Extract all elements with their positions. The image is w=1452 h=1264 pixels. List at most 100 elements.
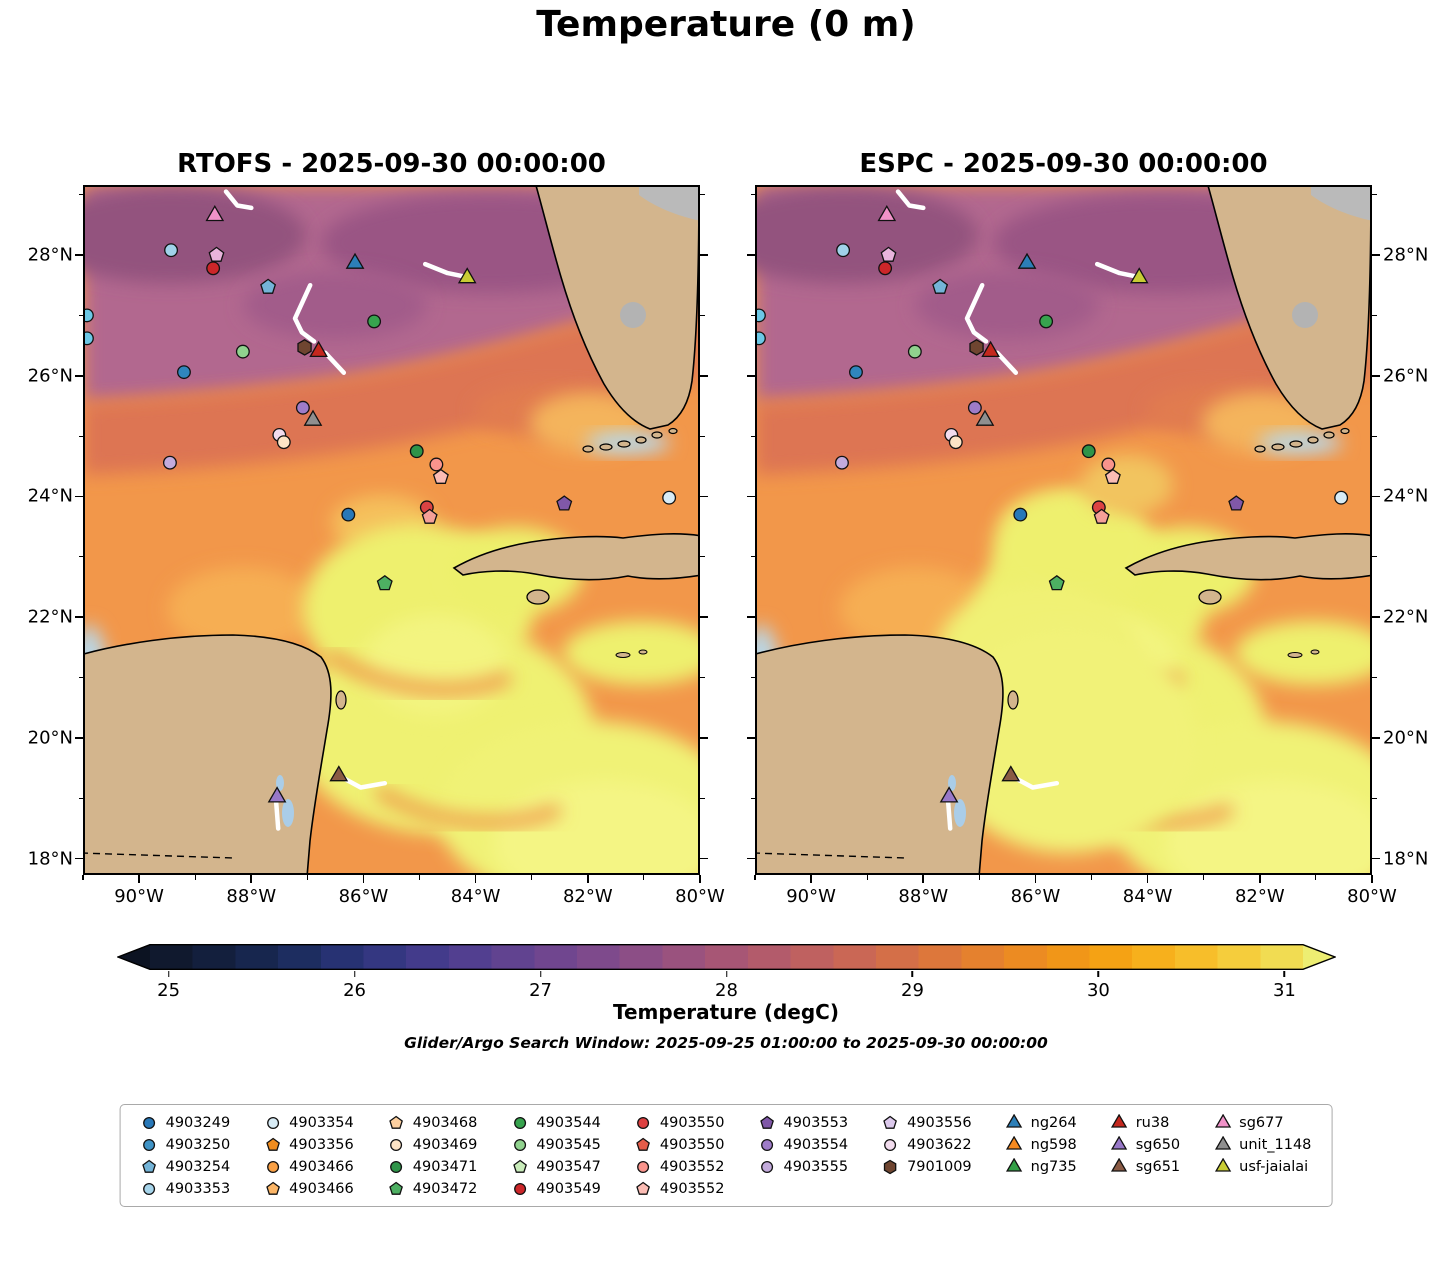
lat-tick-label: 20°N <box>1383 727 1429 749</box>
glider-track <box>945 797 953 831</box>
map-marker-4903556 <box>880 246 897 262</box>
axis-tick <box>1372 857 1380 860</box>
legend-label: unit_1148 <box>1239 1136 1312 1153</box>
lon-tick-label: 82°W <box>562 886 613 907</box>
map-svg-e <box>755 185 1372 875</box>
florida-keys-island <box>599 443 613 451</box>
florida-keys-island <box>1271 443 1285 451</box>
map-marker-unit_1148 <box>303 409 323 426</box>
legend-item-4903354: 4903354 <box>264 1113 354 1132</box>
isla-juventud <box>1198 589 1222 605</box>
glider-track <box>341 776 388 790</box>
map-marker-4903353 <box>836 243 851 258</box>
map-marker-4903354 <box>662 490 677 505</box>
axis-tick <box>78 556 83 558</box>
axis-tick <box>78 676 83 679</box>
map-marker-sg650 <box>267 786 287 803</box>
axis-tick <box>474 875 477 883</box>
map-marker-float <box>83 308 94 323</box>
axis-tick <box>1372 194 1377 196</box>
colorbar-over-arrow <box>1303 944 1336 970</box>
legend-label: 4903466 <box>289 1180 354 1197</box>
axis-tick <box>1259 875 1261 883</box>
axis-tick <box>1372 435 1377 437</box>
lat-tick-label: 22°N <box>27 606 73 628</box>
legend-item-ng598: ng598 <box>1006 1135 1077 1154</box>
colorbar-tick <box>911 971 914 977</box>
legend-marker-triangle-icon <box>1006 1114 1023 1128</box>
lat-tick-label: 18°N <box>27 848 73 870</box>
axis-tick <box>747 374 755 377</box>
lat-tick-label: 24°N <box>1383 485 1429 507</box>
map-marker-4903254 <box>260 278 277 294</box>
map-marker-4903552 <box>432 468 449 484</box>
florida-keys-island <box>1340 427 1350 435</box>
legend-marker-pentagon-icon <box>883 1115 898 1129</box>
panel-rtofs: RTOFS - 2025-09-30 00:00:00 90°W 88°W 86°W… <box>28 149 725 907</box>
glider-track <box>422 261 472 280</box>
axis-tick <box>747 857 755 860</box>
axis-tick <box>750 676 755 679</box>
axis-tick <box>747 495 755 498</box>
legend-column: 4903249 4903250 4903254 4903353 <box>141 1113 231 1198</box>
legend: 4903249 4903250 4903254 4903353 4903354 49033… <box>119 1104 1333 1207</box>
legend-item-4903472: 4903472 <box>388 1179 477 1198</box>
axis-tick <box>418 875 421 880</box>
axis-tick <box>75 374 83 377</box>
legend-label: sg650 <box>1135 1136 1181 1153</box>
map-marker-ng264 <box>1017 252 1037 269</box>
axis-tick <box>1372 797 1377 799</box>
axis-tick <box>75 616 83 619</box>
map-marker-4903554 <box>967 400 982 415</box>
lake-okeechobee <box>1292 302 1318 328</box>
legend-marker-circle-icon <box>143 1138 156 1152</box>
florida-keys-island <box>1289 440 1303 448</box>
legend-item-4903254: 4903254 <box>141 1157 230 1176</box>
map-border <box>755 185 1372 875</box>
legend-label: 4903553 <box>783 1114 849 1131</box>
legend-item-ng735: ng735 <box>1006 1157 1077 1176</box>
legend-item-sg650: sg650 <box>1111 1135 1180 1154</box>
map-svg-r <box>83 185 700 875</box>
glider-track <box>292 282 317 344</box>
map-marker-4903471 <box>409 444 424 459</box>
legend-label: 4903356 <box>289 1136 354 1153</box>
axis-tick <box>306 875 308 880</box>
colorbar-svg <box>116 944 1337 970</box>
axis-tick <box>700 254 708 256</box>
axis-tick <box>700 495 708 498</box>
legend-label: 4903249 <box>165 1114 231 1131</box>
lon-tick-label: 90°W <box>786 886 836 907</box>
map-marker-sg650 <box>939 786 959 803</box>
map-marker-4903553 <box>1228 495 1245 511</box>
legend-marker-circle-icon <box>637 1160 650 1174</box>
legend-label: 4903622 <box>907 1136 972 1153</box>
map-marker-4903472 <box>376 574 393 591</box>
lagoon <box>948 775 956 791</box>
axis-tick <box>1372 495 1380 498</box>
lagoon <box>282 799 294 827</box>
land-florida <box>535 185 700 430</box>
legend-marker-circle-icon <box>266 1116 279 1130</box>
axis-tick <box>1034 875 1037 883</box>
panel-espc-title: ESPC - 2025-09-30 00:00:00 <box>859 149 1268 179</box>
axis-tick <box>1372 676 1377 679</box>
legend-label: 4903555 <box>783 1158 849 1175</box>
florida-keys-island <box>1254 445 1266 453</box>
axis-tick <box>700 435 705 437</box>
legend-label: 4903549 <box>536 1180 601 1197</box>
legend-marker-circle-icon <box>390 1138 403 1152</box>
map-marker-4903250 <box>849 365 863 380</box>
colorbar-tick-label: 31 <box>1272 980 1296 1001</box>
legend-label: 4903544 <box>536 1114 601 1131</box>
legend-item-4903556: 4903556 <box>882 1113 972 1132</box>
legend-label: ru38 <box>1135 1114 1170 1131</box>
legend-marker-hexagon-icon <box>884 1159 897 1175</box>
legend-marker-circle-icon <box>143 1182 156 1196</box>
map-marker-4903554 <box>295 400 310 415</box>
lat-tick-label: 28°N <box>1383 244 1429 266</box>
map-marker-sg677 <box>877 205 897 222</box>
map-marker-float <box>755 308 766 323</box>
lat-tick-label: 26°N <box>27 365 73 387</box>
legend-item-4903555: 4903555 <box>758 1157 848 1176</box>
